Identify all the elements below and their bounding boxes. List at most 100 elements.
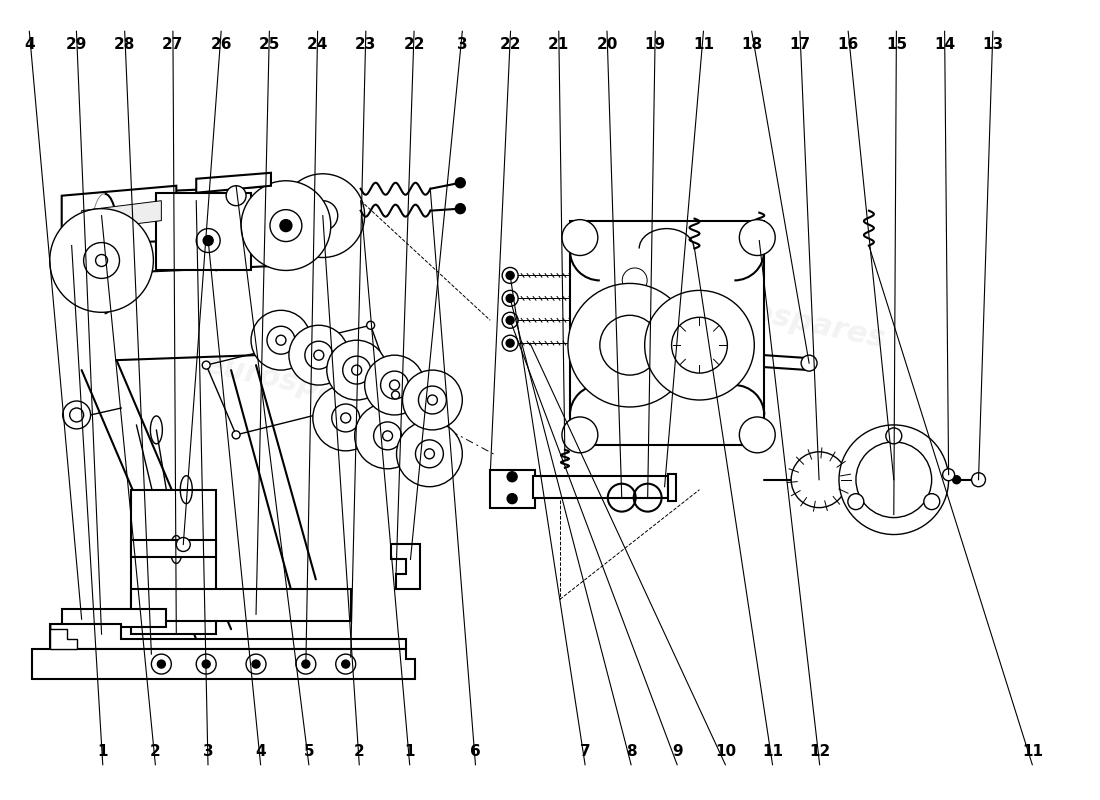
Circle shape [739,417,776,453]
Circle shape [289,326,349,385]
Circle shape [645,290,755,400]
Bar [132,490,217,634]
Text: 14: 14 [934,38,955,52]
Circle shape [318,210,328,221]
Circle shape [270,210,301,242]
Text: 3: 3 [456,38,468,52]
Text: 22: 22 [499,38,521,52]
Bar [534,476,668,498]
Text: 16: 16 [837,38,859,52]
Circle shape [562,220,597,255]
Text: 8: 8 [626,744,637,758]
Text: 5: 5 [304,744,315,758]
Text: 18: 18 [741,38,762,52]
Circle shape [342,660,350,668]
Circle shape [801,355,817,371]
Bar [668,474,675,501]
Circle shape [96,254,108,266]
Text: 1: 1 [98,744,108,758]
Circle shape [392,391,399,399]
Circle shape [327,340,386,400]
Text: 9: 9 [672,744,682,758]
Bar [570,221,764,445]
Text: 29: 29 [66,38,87,52]
Circle shape [403,370,462,430]
Circle shape [252,660,260,668]
Bar [156,193,251,270]
Circle shape [336,654,355,674]
Circle shape [280,174,364,258]
Text: 10: 10 [715,744,736,758]
Circle shape [383,431,393,441]
Text: 4: 4 [255,744,266,758]
Text: 11: 11 [1022,744,1043,758]
Circle shape [455,178,465,188]
Bar [132,539,217,558]
Text: 2: 2 [150,744,161,758]
Circle shape [157,660,165,668]
Text: 3: 3 [202,744,213,758]
Circle shape [279,220,292,231]
Circle shape [503,335,518,351]
Circle shape [791,452,847,508]
Circle shape [332,404,360,432]
Circle shape [396,421,462,486]
Circle shape [312,385,378,451]
Circle shape [503,312,518,328]
Text: eurospares: eurospares [694,286,889,354]
Circle shape [503,290,518,306]
Text: 28: 28 [114,38,135,52]
Circle shape [202,660,210,668]
Circle shape [196,654,217,674]
Circle shape [506,339,514,347]
Circle shape [50,209,153,312]
Circle shape [562,417,597,453]
Circle shape [953,476,960,484]
Circle shape [196,229,220,253]
Text: 19: 19 [645,38,665,52]
Circle shape [366,322,375,330]
Circle shape [204,235,213,246]
Text: eurospares: eurospares [200,350,395,418]
Circle shape [84,242,120,278]
Circle shape [305,342,333,369]
Circle shape [506,294,514,302]
Text: 1: 1 [405,744,415,758]
Circle shape [374,422,401,450]
Circle shape [202,361,210,369]
Polygon shape [32,649,416,679]
Circle shape [856,442,932,518]
Circle shape [739,220,776,255]
Text: 20: 20 [596,38,618,52]
Text: 11: 11 [693,38,714,52]
Text: 6: 6 [470,744,481,758]
Circle shape [418,386,447,414]
Bar [491,470,535,508]
Text: 17: 17 [790,38,811,52]
Circle shape [341,413,351,423]
Bar [62,610,166,627]
Circle shape [389,380,399,390]
Circle shape [296,654,316,674]
Circle shape [428,395,438,405]
Circle shape [381,371,408,399]
Circle shape [455,204,465,214]
Circle shape [506,316,514,324]
Circle shape [343,356,371,384]
Circle shape [425,449,435,458]
Text: 23: 23 [355,38,376,52]
Circle shape [568,283,692,407]
Circle shape [276,335,286,345]
Circle shape [600,315,660,375]
Circle shape [416,440,443,468]
Text: 21: 21 [548,38,570,52]
Text: 27: 27 [162,38,184,52]
Circle shape [503,267,518,283]
Text: 22: 22 [404,38,425,52]
Bar [132,590,351,622]
Polygon shape [196,173,271,193]
Circle shape [241,181,331,270]
Circle shape [672,318,727,373]
Circle shape [152,654,172,674]
Circle shape [69,408,84,422]
